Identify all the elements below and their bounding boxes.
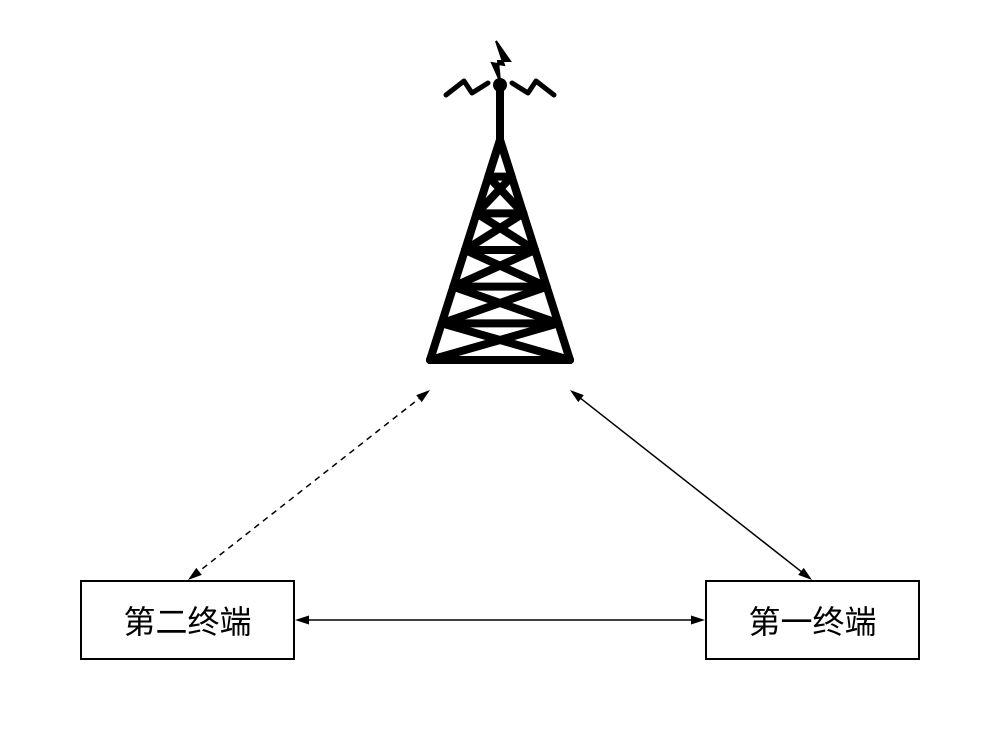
terminal-1-box: 第一终端: [705, 580, 920, 660]
terminal-2-label: 第二终端: [123, 597, 251, 643]
diagram-canvas: 第一终端 第二终端: [0, 0, 1000, 740]
terminal-1-label: 第一终端: [748, 597, 876, 643]
terminal-2-box: 第二终端: [80, 580, 295, 660]
base-station-tower: [400, 30, 600, 370]
